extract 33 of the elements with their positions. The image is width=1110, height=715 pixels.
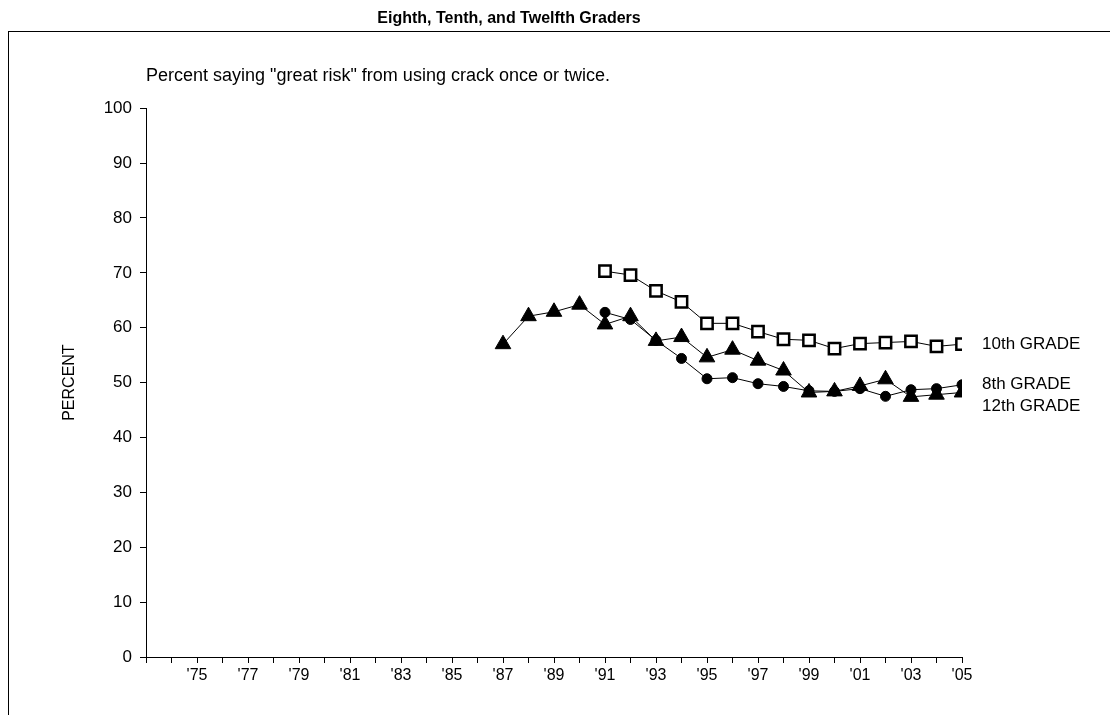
x-tick-label: '81 — [339, 666, 361, 684]
series-label: 8th GRADE — [982, 374, 1071, 394]
y-tick-label: 100 — [103, 97, 132, 117]
series-label: 10th GRADE — [982, 333, 1081, 353]
y-tick-label: 10 — [113, 591, 132, 611]
x-tick-label: '05 — [951, 666, 973, 684]
x-tick-label: '79 — [288, 666, 310, 684]
y-tick-label: 20 — [113, 536, 132, 556]
y-axis-title: PERCENT — [60, 344, 78, 421]
x-tick-label: '01 — [849, 666, 871, 684]
series-label: 12th GRADE — [982, 396, 1081, 416]
x-tick-label: '85 — [441, 666, 463, 684]
x-tick-label: '77 — [237, 666, 259, 684]
y-tick-label: 30 — [113, 482, 132, 502]
x-tick-label: '93 — [645, 666, 667, 684]
y-tick-label: 90 — [113, 152, 132, 172]
y-tick-label: 80 — [113, 207, 132, 227]
x-tick-label: '75 — [186, 666, 208, 684]
y-tick-label: 0 — [122, 646, 132, 666]
y-tick-label: 40 — [113, 427, 132, 447]
x-tick-label: '87 — [492, 666, 514, 684]
x-tick-label: '99 — [798, 666, 820, 684]
x-tick-label: '95 — [696, 666, 718, 684]
y-tick-label: 70 — [113, 262, 132, 282]
x-tick-label: '89 — [543, 666, 565, 684]
x-tick-label: '03 — [900, 666, 922, 684]
text: Percent saying "great risk" from using crack once or twice. — [146, 65, 610, 86]
x-tick-label: '83 — [390, 666, 412, 684]
x-tick-label: '91 — [594, 666, 616, 684]
y-tick-label: 50 — [113, 372, 132, 392]
chart-title: Eighth, Tenth, and Twelfth Graders — [377, 9, 641, 27]
y-tick-label: 60 — [113, 317, 132, 337]
x-tick-label: '97 — [747, 666, 769, 684]
